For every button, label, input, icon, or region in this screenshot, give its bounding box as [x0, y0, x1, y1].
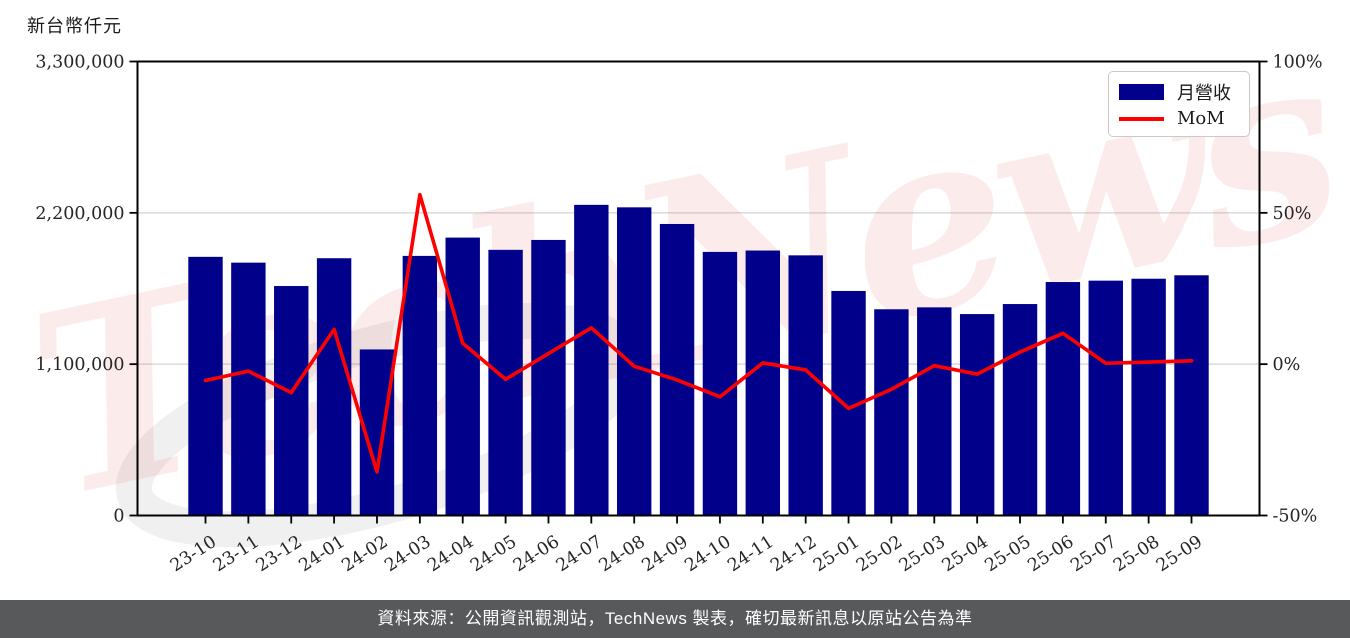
legend-row-revenue: 月營收: [1119, 79, 1249, 105]
left-axis-tick-label: 2,200,000: [35, 204, 124, 224]
x-axis-tick-label: 24-09: [639, 532, 692, 576]
x-axis-tick-label: 24-03: [381, 532, 434, 576]
x-axis-tick-label: 24-11: [724, 532, 777, 576]
revenue-bar: [445, 237, 480, 516]
revenue-bar: [574, 204, 609, 516]
mom-line: [203, 192, 1194, 474]
x-axis-tick-label: 24-08: [596, 532, 649, 576]
legend-label-revenue: 月營收: [1177, 82, 1231, 104]
revenue-bar: [917, 307, 952, 516]
legend-row-mom: MoM: [1119, 108, 1249, 129]
mom-swatch-icon: [1119, 116, 1164, 121]
x-axis-tick-label: 25-09: [1153, 532, 1206, 576]
source-footer: 資料來源：公開資訊觀測站，TechNews 製表，確切最新訊息以原站公告為準: [0, 600, 1350, 638]
x-axis-tick-label: 24-12: [767, 532, 820, 576]
plot-border: [136, 60, 1261, 517]
legend-label-mom: MoM: [1177, 108, 1225, 130]
x-axis-tick-label: 24-02: [338, 532, 391, 576]
revenue-bar: [616, 207, 652, 516]
x-axis-tick-label: 25-03: [896, 532, 949, 576]
x-axis-tick-label: 25-05: [982, 532, 1035, 576]
revenue-bar: [1002, 304, 1038, 516]
x-axis-tick-label: 24-10: [681, 532, 734, 576]
revenue-bar: [959, 314, 995, 516]
x-axis-tick-label: 25-02: [853, 532, 906, 576]
revenue-bar: [188, 256, 223, 516]
x-axis-tick-label: 25-08: [1110, 532, 1163, 576]
x-axis-tick-label: 25-07: [1067, 532, 1120, 576]
legend: 月營收 MoM: [1108, 71, 1250, 137]
revenue-bar: [1045, 282, 1081, 516]
revenue-bar: [1174, 275, 1209, 516]
revenue-bar: [702, 251, 738, 516]
revenue-swatch-icon: [1119, 83, 1164, 100]
revenue-bar: [1088, 280, 1123, 516]
left-axis-tick-label: 0: [113, 507, 124, 527]
right-axis-tick-label: 100%: [1273, 53, 1323, 73]
revenue-bar: [1131, 278, 1166, 516]
x-axis-tick-label: 24-07: [553, 532, 606, 576]
right-axis-tick-label: 50%: [1273, 204, 1312, 224]
revenue-bar: [316, 258, 352, 516]
x-axis-tick-label: 25-04: [939, 532, 992, 576]
x-axis-tick-label: 24-06: [510, 532, 563, 576]
right-axis-tick-label: -50%: [1273, 507, 1318, 527]
revenue-bar: [874, 309, 909, 516]
x-axis-tick-label: 25-01: [810, 532, 863, 576]
revenue-bar: [788, 255, 823, 516]
x-axis-tick-label: 24-05: [467, 532, 520, 576]
revenue-bar: [402, 255, 438, 516]
revenue-bar: [531, 239, 566, 516]
revenue-bar: [745, 250, 781, 516]
revenue-bar: [488, 249, 523, 516]
y-axis-unit-label: 新台幣仟元: [27, 16, 122, 37]
x-axis-tick-label: 25-06: [1024, 532, 1077, 576]
left-axis-tick-label: 3,300,000: [35, 53, 124, 73]
revenue-bar: [659, 223, 695, 516]
revenue-bar: [274, 286, 309, 516]
revenue-bar: [231, 262, 266, 516]
x-axis-tick-label: 24-04: [424, 532, 477, 576]
right-axis-tick-label: 0%: [1273, 355, 1301, 375]
left-axis-tick-label: 1,100,000: [35, 355, 124, 375]
